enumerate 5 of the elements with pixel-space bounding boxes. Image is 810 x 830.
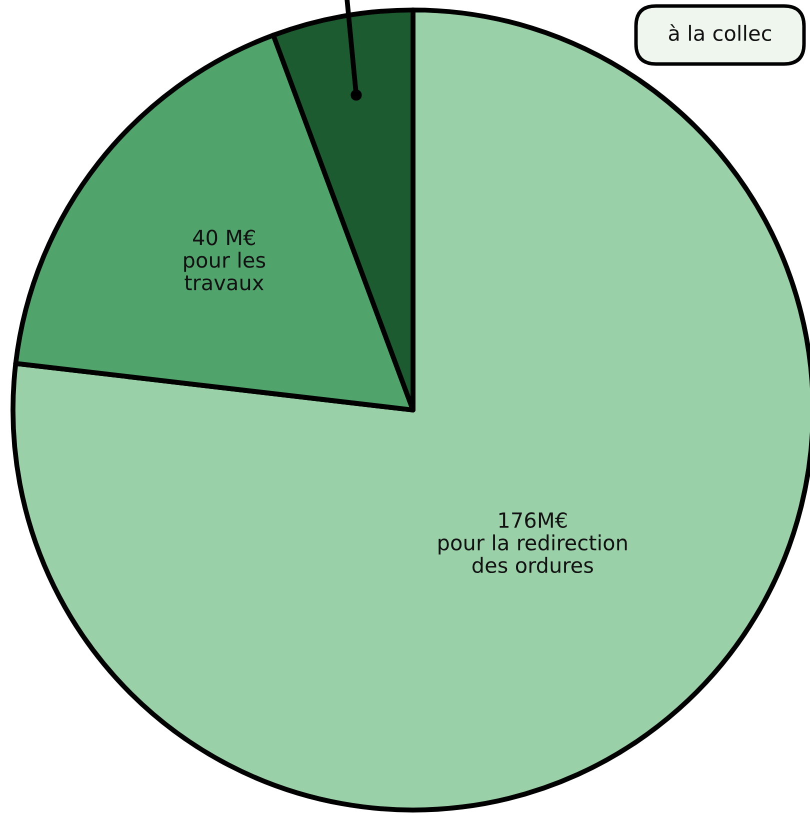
slice-label: pour la redirection des ordures bbox=[438, 534, 627, 574]
data-label: 176M€ bbox=[499, 512, 567, 528]
slice-label: pour les travaux bbox=[184, 252, 266, 290]
text: à la collec bbox=[668, 24, 772, 42]
data-label: 40 M€ bbox=[193, 230, 255, 246]
